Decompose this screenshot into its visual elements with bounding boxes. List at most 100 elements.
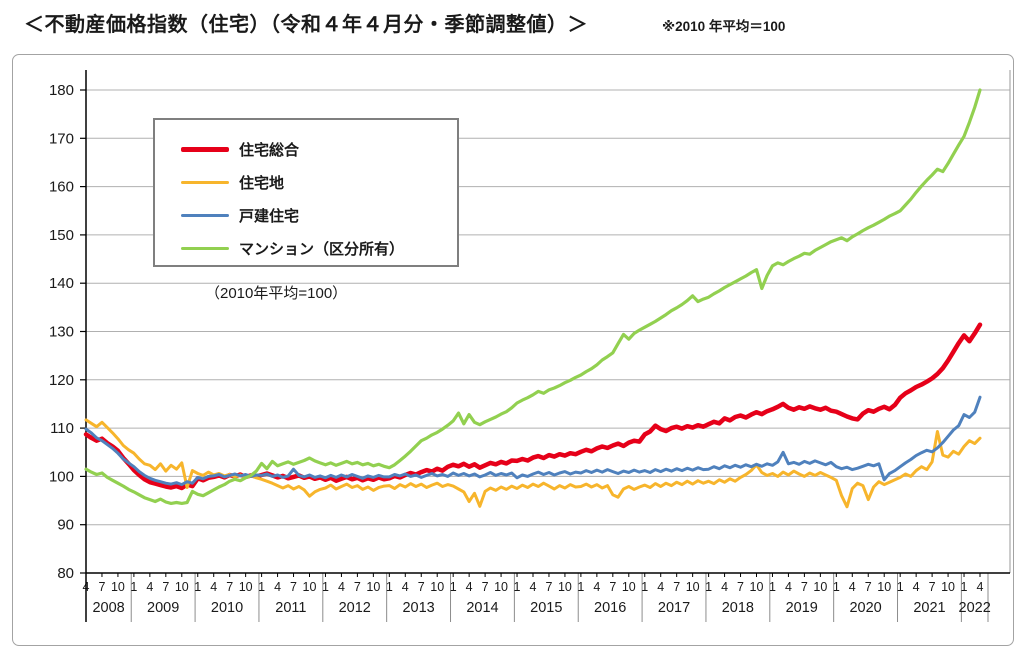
x-year-label: 2010 <box>211 600 243 616</box>
x-month-label: 1 <box>386 580 393 594</box>
x-month-label: 10 <box>430 580 444 594</box>
x-month-label: 10 <box>750 580 764 594</box>
x-month-label: 7 <box>290 580 297 594</box>
x-month-label: 4 <box>913 580 920 594</box>
x-month-label: 7 <box>609 580 616 594</box>
x-year-label: 2011 <box>275 600 306 616</box>
series-line-1 <box>84 418 982 509</box>
y-axis-label: 130 <box>49 324 74 341</box>
x-month-label: 7 <box>865 580 872 594</box>
x-month-label: 10 <box>366 580 380 594</box>
x-month-label: 7 <box>929 580 936 594</box>
x-month-label: 7 <box>737 580 744 594</box>
series-line-0 <box>83 322 983 491</box>
yellow-line-swatch-icon <box>181 180 229 185</box>
x-month-label: 7 <box>418 580 425 594</box>
x-month-label: 4 <box>593 580 600 594</box>
legend-label: 戸建住宅 <box>239 208 300 225</box>
x-month-label: 4 <box>274 580 281 594</box>
x-year-label: 2022 <box>959 600 991 616</box>
x-month-label: 1 <box>322 580 329 594</box>
x-month-label: 7 <box>354 580 361 594</box>
y-axis-label: 100 <box>49 468 74 485</box>
x-year-label: 2021 <box>913 600 945 616</box>
page-title: ＜不動産価格指数（住宅）（令和４年４月分・季節調整値）＞ <box>24 14 588 36</box>
x-month-label: 1 <box>194 580 201 594</box>
x-month-label: 1 <box>705 580 712 594</box>
y-axis-label: 170 <box>49 130 74 147</box>
x-year-label: 2015 <box>530 600 562 616</box>
red-line-swatch-icon <box>181 147 229 152</box>
x-month-label: 4 <box>466 580 473 594</box>
x-month-label: 1 <box>130 580 137 594</box>
x-year-label: 2014 <box>466 600 498 616</box>
index-base-note: ※2010 年平均＝100 <box>662 19 786 34</box>
x-month-label: 7 <box>162 580 169 594</box>
x-month-label: 10 <box>175 580 189 594</box>
x-month-label: 10 <box>686 580 700 594</box>
x-month-label: 10 <box>622 580 636 594</box>
series-line-3 <box>84 88 982 505</box>
x-month-label: 10 <box>494 580 508 594</box>
x-month-label: 10 <box>813 580 827 594</box>
x-year-label: 2008 <box>92 600 124 616</box>
y-axis-label: 120 <box>49 372 74 389</box>
y-axis-label: 80 <box>57 565 74 582</box>
x-year-label: 2009 <box>147 600 179 616</box>
x-month-label: 1 <box>450 580 457 594</box>
x-month-label: 4 <box>210 580 217 594</box>
x-month-label: 1 <box>258 580 265 594</box>
x-month-label: 7 <box>98 580 105 594</box>
legend-item-kodate: 戸建住宅 <box>181 200 457 231</box>
series-line-2 <box>84 395 982 487</box>
chart-legend: 住宅総合 住宅地 戸建住宅 マンション（区分所有） <box>153 118 459 267</box>
green-line-swatch-icon <box>181 246 229 251</box>
x-year-label: 2013 <box>402 600 434 616</box>
x-year-label: 2016 <box>594 600 626 616</box>
x-year-label: 2017 <box>658 600 690 616</box>
legend-item-jutaku-sogo: 住宅総合 <box>181 134 457 165</box>
legend-label: 住宅地 <box>239 175 285 192</box>
y-axis-label: 150 <box>49 227 74 244</box>
x-month-label: 1 <box>833 580 840 594</box>
x-month-label: 7 <box>482 580 489 594</box>
x-month-label: 7 <box>673 580 680 594</box>
x-month-label: 1 <box>641 580 648 594</box>
x-month-label: 10 <box>239 580 253 594</box>
x-month-label: 4 <box>849 580 856 594</box>
x-month-label: 1 <box>514 580 521 594</box>
x-month-label: 4 <box>402 580 409 594</box>
x-month-label: 4 <box>146 580 153 594</box>
legend-item-jutakuchi: 住宅地 <box>181 167 457 198</box>
x-month-label: 4 <box>338 580 345 594</box>
x-month-label: 4 <box>785 580 792 594</box>
legend-item-mansion: マンション（区分所有） <box>181 233 457 264</box>
x-month-label: 7 <box>226 580 233 594</box>
x-year-label: 2012 <box>339 600 371 616</box>
x-year-label: 2019 <box>786 600 818 616</box>
y-axis-label: 160 <box>49 179 74 196</box>
x-month-label: 1 <box>577 580 584 594</box>
y-axis-label: 180 <box>49 82 74 99</box>
x-month-label: 10 <box>941 580 955 594</box>
x-month-label: 1 <box>961 580 968 594</box>
legend-label: 住宅総合 <box>239 142 300 159</box>
legend-label: マンション（区分所有） <box>239 241 405 258</box>
x-year-label: 2020 <box>849 600 881 616</box>
y-axis-label: 110 <box>50 420 74 437</box>
x-month-label: 4 <box>530 580 537 594</box>
base-year-subnote: （2010年平均=100） <box>205 285 348 302</box>
x-month-label: 10 <box>877 580 891 594</box>
x-month-label: 10 <box>558 580 572 594</box>
blue-line-swatch-icon <box>181 213 229 218</box>
y-axis-label: 140 <box>49 275 74 292</box>
x-month-label: 1 <box>769 580 776 594</box>
x-month-label: 4 <box>657 580 664 594</box>
y-axis-label: 90 <box>57 517 74 534</box>
x-month-label: 7 <box>801 580 808 594</box>
x-month-label: 7 <box>545 580 552 594</box>
chart-outer-box: 住宅総合 住宅地 戸建住宅 マンション（区分所有） （2010年平均=100） <box>12 54 1014 646</box>
x-month-label: 10 <box>303 580 317 594</box>
x-month-label: 10 <box>111 580 125 594</box>
